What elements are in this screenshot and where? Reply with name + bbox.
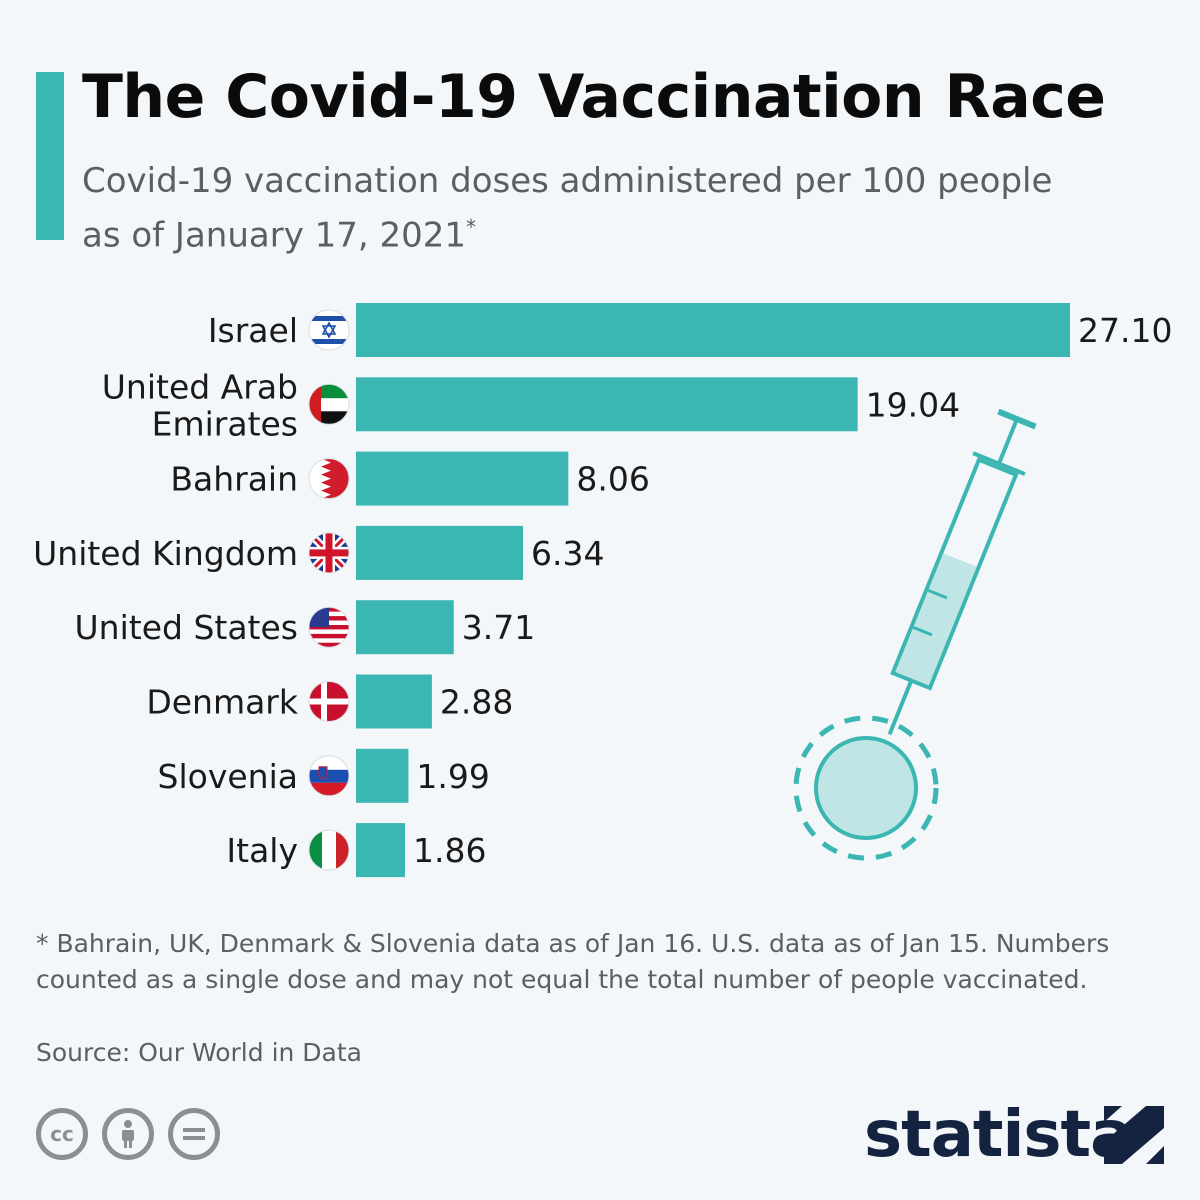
bar-row: 2.88 Denmark (146, 674, 513, 729)
subtitle-footnote-marker: * (466, 215, 477, 239)
chart-title: The Covid-19 Vaccination Race (82, 62, 1106, 132)
bar (356, 303, 1070, 357)
bar (356, 377, 858, 432)
subtitle-line-2: as of January 17, 2021 (82, 215, 467, 256)
slovenia-flag-icon (309, 755, 349, 796)
chart-subtitle: Covid-19 vaccination doses administered … (82, 158, 1162, 258)
subtitle-line-1: Covid-19 vaccination doses administered … (82, 161, 1053, 201)
no-derivatives-icon[interactable] (168, 1108, 220, 1160)
value-label: 27.10 (1078, 311, 1172, 350)
us-flag-icon (309, 607, 349, 648)
bar-row: 1.86 Italy (226, 823, 486, 878)
bar (356, 674, 432, 729)
value-label: 2.88 (440, 683, 513, 722)
bar-row: 6.34 United Kingdom (33, 525, 605, 580)
bar-row: 1.99 Slovenia (158, 748, 490, 803)
bar (356, 525, 524, 580)
value-label: 1.99 (416, 757, 489, 796)
category-label: Denmark (146, 683, 299, 722)
bar-row: 8.06 Bahrain (170, 451, 650, 506)
category-label: Italy (226, 831, 298, 870)
bar (356, 600, 454, 655)
value-label: 3.71 (462, 608, 535, 647)
bar (356, 748, 409, 803)
value-label: 8.06 (576, 460, 649, 499)
category-label: Israel (208, 311, 298, 350)
category-label: United Kingdom (33, 534, 298, 573)
bar-row: 3.71 United States (75, 600, 535, 655)
uk-flag-icon (309, 532, 349, 573)
syringe-illustration (793, 408, 1037, 861)
attribution-icon[interactable] (102, 1108, 154, 1160)
israel-flag-icon (309, 310, 349, 350)
italy-flag-icon (309, 830, 349, 871)
source-note: Source: Our World in Data (36, 1038, 363, 1067)
category-label: Slovenia (158, 757, 298, 796)
category-label-line: United Arab (102, 367, 298, 406)
value-label: 19.04 (866, 385, 960, 424)
bar-row: 19.04 United Arab Emirates (102, 367, 960, 443)
category-label-line: Emirates (152, 404, 298, 443)
category-label: United Arab Emirates (102, 367, 298, 443)
category-label: United States (75, 608, 298, 647)
bar (356, 451, 569, 506)
statista-logo-text[interactable]: statista (864, 1098, 1133, 1172)
value-label: 1.86 (413, 831, 486, 870)
bar (356, 823, 406, 878)
bahrain-flag-icon (309, 458, 349, 499)
bar-row: 27.10 Israel (208, 303, 1172, 357)
denmark-flag-icon (309, 681, 349, 722)
license-icons: cc (36, 1108, 220, 1160)
title-accent-bar (36, 72, 64, 240)
virus-icon (793, 715, 939, 861)
statista-logo-icon (1104, 1106, 1164, 1164)
footnote: * Bahrain, UK, Denmark & Slovenia data a… (36, 929, 1110, 994)
category-label: Bahrain (170, 460, 298, 499)
bar-chart: 27.10 Israel 19.04 United Arab Emirates 8.06 B… (33, 303, 1172, 878)
value-label: 6.34 (531, 534, 604, 573)
syringe-icon (887, 408, 1037, 736)
cc-icon[interactable]: cc (36, 1108, 88, 1160)
